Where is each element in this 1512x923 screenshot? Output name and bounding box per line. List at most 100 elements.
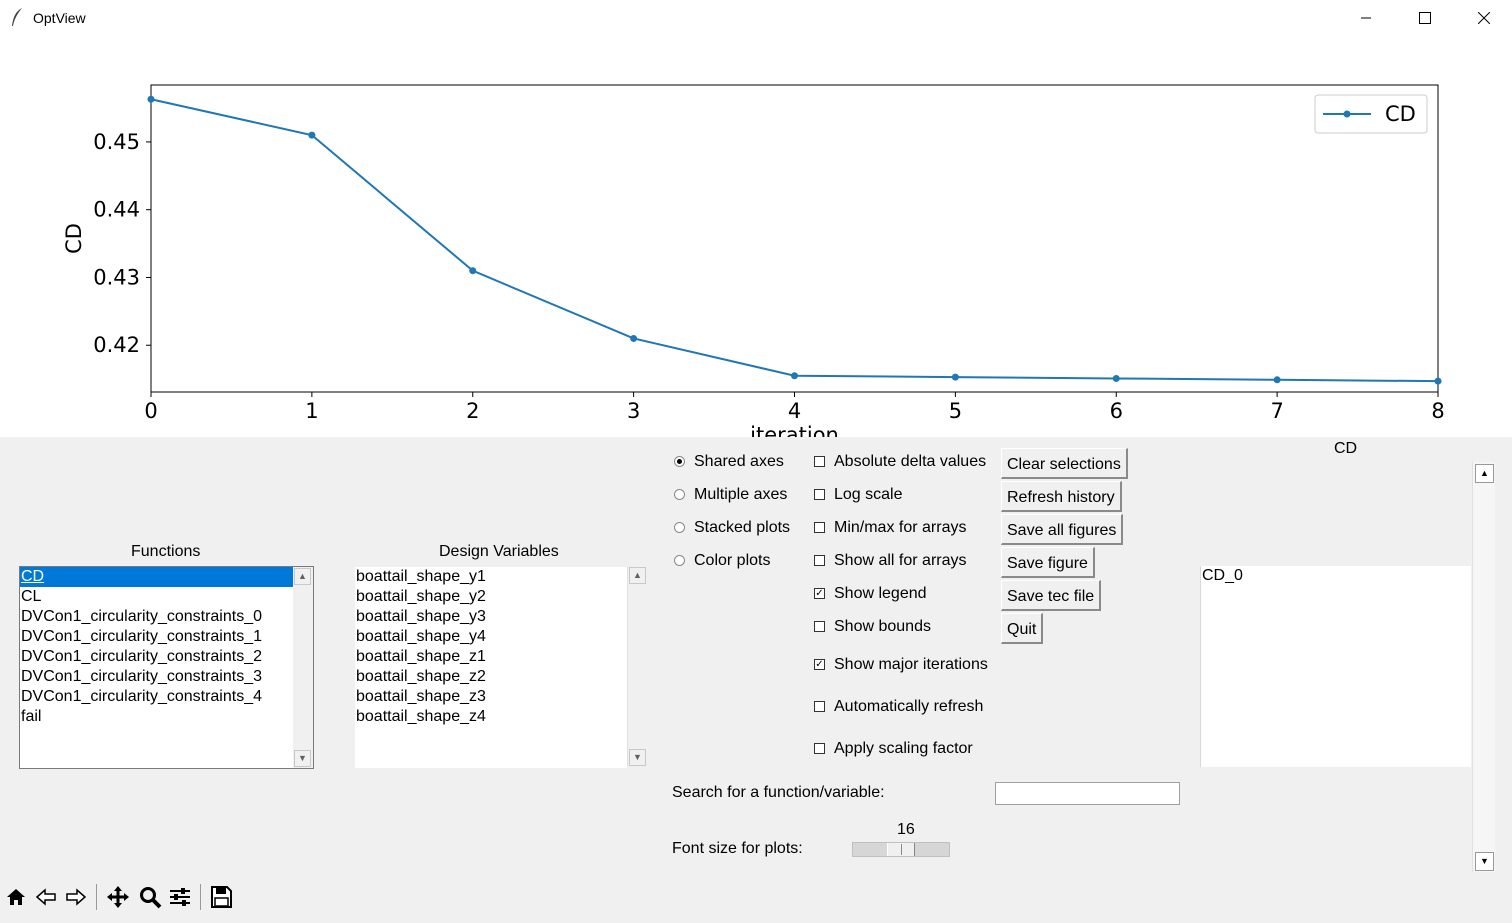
scroll-down-icon[interactable]: ▼ bbox=[629, 749, 646, 766]
data-point bbox=[1112, 374, 1120, 382]
radio-label: Multiple axes bbox=[694, 486, 788, 503]
zoom-icon[interactable] bbox=[136, 882, 164, 912]
quit-button[interactable]: Quit bbox=[1001, 613, 1044, 644]
radio-indicator-shared[interactable] bbox=[674, 456, 685, 467]
checkbox-label: Show bounds bbox=[834, 618, 931, 635]
scroll-up-icon[interactable]: ▲ bbox=[629, 567, 646, 584]
checkbox-indicator[interactable] bbox=[814, 621, 825, 632]
y-tick-label: 0.45 bbox=[93, 130, 140, 154]
variable-panel-header: CD bbox=[1334, 440, 1358, 457]
design-variable-list-item[interactable]: boattail_shape_y3 bbox=[356, 608, 486, 625]
radio-indicator-multiple[interactable] bbox=[674, 489, 685, 500]
checkbox-indicator[interactable]: ✓ bbox=[814, 659, 825, 670]
plot-canvas[interactable]: 0 1 2 3 4 5 6 7 8 0.42 0.43 0.44 0.45 iteration CD CD bbox=[0, 36, 1512, 437]
design-variable-list-item[interactable]: boattail_shape_z1 bbox=[356, 648, 486, 665]
save-figure-button[interactable]: Save figure bbox=[1001, 547, 1095, 578]
refresh-history-button[interactable]: Refresh history bbox=[1001, 481, 1122, 512]
design-variable-list-item[interactable]: boattail_shape_z4 bbox=[356, 708, 486, 725]
save-all-figures-button[interactable]: Save all figures bbox=[1001, 514, 1124, 545]
save-icon[interactable] bbox=[207, 882, 235, 912]
x-axis-label: iteration bbox=[750, 423, 839, 437]
x-tick-label: 5 bbox=[949, 399, 962, 423]
toolbar-separator bbox=[200, 884, 201, 910]
forward-icon[interactable] bbox=[62, 882, 90, 912]
function-list-item[interactable]: fail bbox=[21, 708, 42, 725]
data-point bbox=[469, 267, 477, 275]
design-variable-list-item[interactable]: boattail_shape_z2 bbox=[356, 668, 486, 685]
design-variables-scrollbar[interactable]: ▲ ▼ bbox=[627, 566, 649, 767]
checkbox-label: Automatically refresh bbox=[834, 698, 984, 715]
font-size-label: Font size for plots: bbox=[672, 840, 803, 857]
save-tec-file-button[interactable]: Save tec file bbox=[1001, 580, 1102, 611]
x-tick-label: 4 bbox=[788, 399, 801, 423]
scroll-up-icon[interactable]: ▲ bbox=[1475, 464, 1494, 483]
app-feather-icon bbox=[10, 7, 24, 32]
close-icon[interactable] bbox=[1455, 0, 1512, 36]
checkbox-indicator[interactable] bbox=[814, 522, 825, 533]
checkbox-label: Show legend bbox=[834, 585, 927, 602]
functions-listbox[interactable]: CD CL DVCon1_circularity_constraints_0 DVCo… bbox=[19, 566, 294, 769]
maximize-icon[interactable] bbox=[1396, 0, 1454, 36]
back-icon[interactable] bbox=[32, 882, 60, 912]
function-list-item[interactable]: DVCon1_circularity_constraints_2 bbox=[21, 648, 262, 665]
checkbox-label: Log scale bbox=[834, 486, 903, 503]
minimize-icon[interactable] bbox=[1337, 0, 1395, 36]
y-tick-label: 0.42 bbox=[93, 333, 140, 357]
configure-icon[interactable] bbox=[166, 882, 194, 912]
design-variable-list-item[interactable]: boattail_shape_y2 bbox=[356, 588, 486, 605]
search-input[interactable] bbox=[995, 782, 1180, 805]
scroll-down-icon[interactable]: ▼ bbox=[294, 750, 311, 767]
radio-indicator-stacked[interactable] bbox=[674, 522, 685, 533]
checkbox-indicator[interactable] bbox=[814, 555, 825, 566]
data-point bbox=[1273, 376, 1281, 384]
function-list-item[interactable]: DVCon1_circularity_constraints_1 bbox=[21, 628, 262, 645]
design-variable-list-item[interactable]: boattail_shape_z3 bbox=[356, 688, 486, 705]
function-list-item[interactable]: CD bbox=[20, 567, 293, 587]
font-size-value: 16 bbox=[897, 821, 915, 838]
design-variable-list-item[interactable]: boattail_shape_y4 bbox=[356, 628, 486, 645]
checkbox-indicator[interactable]: ✓ bbox=[814, 588, 825, 599]
data-point bbox=[147, 95, 155, 103]
checkbox-label: Apply scaling factor bbox=[834, 740, 973, 757]
scroll-down-icon[interactable]: ▼ bbox=[1475, 852, 1494, 871]
radio-indicator-color[interactable] bbox=[674, 555, 685, 566]
clear-selections-button[interactable]: Clear selections bbox=[1001, 448, 1128, 479]
x-tick-label: 2 bbox=[466, 399, 479, 423]
slider-thumb[interactable] bbox=[887, 843, 915, 856]
function-list-item[interactable]: DVCon1_circularity_constraints_4 bbox=[21, 688, 262, 705]
panel-scrollbar[interactable]: ▲ ▼ bbox=[1472, 462, 1495, 872]
functions-scrollbar[interactable]: ▲ ▼ bbox=[293, 566, 314, 769]
pan-icon[interactable] bbox=[104, 882, 132, 912]
function-list-item[interactable]: CL bbox=[21, 588, 42, 605]
variable-listbox[interactable]: CD_0 bbox=[1200, 566, 1471, 767]
checkbox-indicator[interactable] bbox=[814, 701, 825, 712]
scroll-up-icon[interactable]: ▲ bbox=[294, 568, 311, 585]
function-list-item[interactable]: DVCon1_circularity_constraints_3 bbox=[21, 668, 262, 685]
font-size-slider[interactable] bbox=[852, 842, 950, 857]
plot-frame bbox=[150, 84, 1439, 393]
checkbox-indicator[interactable] bbox=[814, 743, 825, 754]
x-tick-label: 8 bbox=[1431, 399, 1444, 423]
radio-label: Shared axes bbox=[694, 453, 784, 470]
x-tick-label: 1 bbox=[305, 399, 318, 423]
data-point bbox=[951, 373, 959, 381]
legend-label: CD bbox=[1385, 102, 1416, 126]
data-point bbox=[1434, 377, 1442, 385]
design-variables-header: Design Variables bbox=[439, 543, 559, 560]
design-variable-list-item[interactable]: boattail_shape_y1 bbox=[356, 568, 486, 585]
x-tick-label: 3 bbox=[627, 399, 640, 423]
data-point bbox=[791, 372, 798, 380]
variable-list-item[interactable]: CD_0 bbox=[1202, 567, 1243, 584]
radio-label: Stacked plots bbox=[694, 519, 791, 536]
checkbox-indicator[interactable] bbox=[814, 456, 825, 467]
x-tick-label: 6 bbox=[1110, 399, 1123, 423]
y-tick-label: 0.44 bbox=[93, 198, 140, 222]
home-icon[interactable] bbox=[2, 882, 30, 912]
title-bar: OptView bbox=[0, 0, 1512, 36]
checkbox-indicator[interactable] bbox=[814, 489, 825, 500]
search-label: Search for a function/variable: bbox=[672, 784, 885, 801]
function-list-item[interactable]: DVCon1_circularity_constraints_0 bbox=[21, 608, 262, 625]
radio-label: Color plots bbox=[694, 552, 771, 569]
checkbox-label: Show all for arrays bbox=[834, 552, 967, 569]
